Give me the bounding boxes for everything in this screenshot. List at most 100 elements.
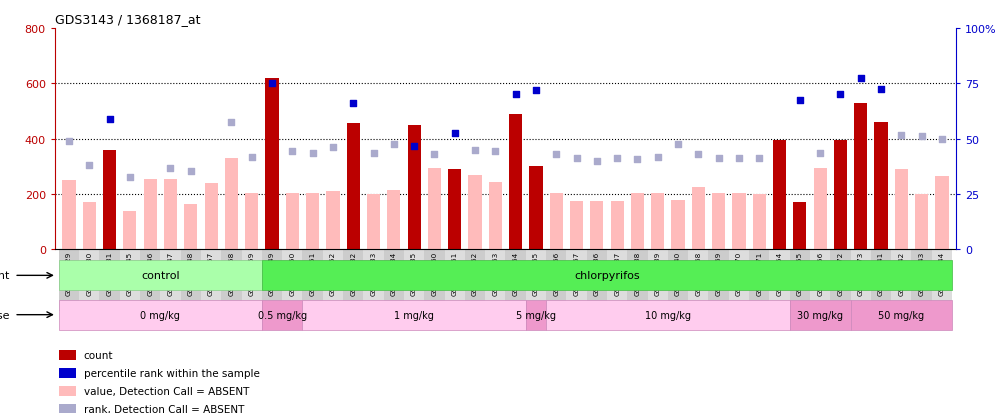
Bar xyxy=(407,126,420,250)
Point xyxy=(893,132,909,138)
Point xyxy=(467,147,483,154)
Point xyxy=(385,142,401,148)
Point xyxy=(447,131,463,137)
Bar xyxy=(935,177,948,250)
Point xyxy=(325,145,341,151)
Bar xyxy=(546,250,567,312)
Point xyxy=(629,157,645,164)
Bar xyxy=(871,250,891,312)
Bar xyxy=(773,141,786,250)
Bar xyxy=(591,202,604,250)
Point xyxy=(406,143,422,150)
Text: 50 mg/kg: 50 mg/kg xyxy=(878,310,924,320)
Bar xyxy=(894,170,908,250)
Point xyxy=(853,75,869,82)
Point xyxy=(508,92,524,98)
Bar xyxy=(63,181,76,250)
Bar xyxy=(932,250,952,312)
Bar xyxy=(100,250,120,312)
Bar xyxy=(489,182,502,250)
Bar xyxy=(790,300,851,330)
Bar xyxy=(810,250,831,312)
Point xyxy=(913,133,929,140)
Point xyxy=(102,117,118,123)
Bar xyxy=(546,300,790,330)
Bar xyxy=(160,250,180,312)
Bar xyxy=(404,250,424,312)
Point xyxy=(264,81,280,88)
Bar xyxy=(282,250,303,312)
Text: rank, Detection Call = ABSENT: rank, Detection Call = ABSENT xyxy=(84,404,244,413)
Bar xyxy=(627,250,647,312)
Point xyxy=(649,154,665,161)
Bar xyxy=(465,250,485,312)
Bar xyxy=(814,169,827,250)
Bar xyxy=(364,250,383,312)
Bar xyxy=(793,203,807,250)
Text: dose: dose xyxy=(0,310,10,320)
Bar xyxy=(343,250,364,312)
Bar xyxy=(855,104,868,250)
Bar xyxy=(59,261,262,291)
Point xyxy=(690,151,706,158)
Bar xyxy=(732,193,746,250)
Bar xyxy=(184,204,197,250)
Bar xyxy=(485,250,505,312)
Point xyxy=(833,92,849,98)
Bar xyxy=(851,300,952,330)
Bar xyxy=(143,179,156,250)
Bar xyxy=(245,193,258,250)
Point xyxy=(366,150,381,157)
Point xyxy=(711,155,727,162)
Bar xyxy=(550,193,563,250)
Bar xyxy=(383,250,404,312)
Bar xyxy=(570,202,583,250)
Point xyxy=(284,149,300,155)
Bar xyxy=(347,124,360,250)
Bar xyxy=(262,261,952,291)
Point xyxy=(569,155,585,162)
Bar xyxy=(567,250,587,312)
Bar xyxy=(303,250,323,312)
Text: 30 mg/kg: 30 mg/kg xyxy=(797,310,844,320)
Bar xyxy=(59,250,79,312)
Bar xyxy=(874,123,887,250)
Bar xyxy=(651,193,664,250)
Point xyxy=(589,158,605,165)
Bar xyxy=(60,368,76,378)
Bar xyxy=(60,404,76,413)
Point xyxy=(934,136,950,143)
Bar xyxy=(911,250,932,312)
Text: 0 mg/kg: 0 mg/kg xyxy=(140,310,180,320)
Bar xyxy=(729,250,749,312)
Point xyxy=(244,154,260,161)
Bar xyxy=(647,250,668,312)
Bar xyxy=(444,250,465,312)
Point xyxy=(162,165,178,172)
Text: chlorpyrifos: chlorpyrifos xyxy=(574,271,639,281)
Bar xyxy=(509,114,522,250)
Bar xyxy=(140,250,160,312)
Bar xyxy=(327,192,340,250)
Bar xyxy=(306,193,319,250)
Bar xyxy=(607,250,627,312)
Text: 1 mg/kg: 1 mg/kg xyxy=(394,310,434,320)
Bar xyxy=(265,78,279,250)
Bar xyxy=(529,167,543,250)
Bar xyxy=(180,250,201,312)
Bar xyxy=(587,250,607,312)
Bar xyxy=(790,250,810,312)
Bar xyxy=(225,159,238,250)
Bar xyxy=(201,250,221,312)
Bar xyxy=(915,195,928,250)
Bar xyxy=(262,250,282,312)
Text: percentile rank within the sample: percentile rank within the sample xyxy=(84,368,260,378)
Bar xyxy=(428,169,441,250)
Point xyxy=(183,168,199,174)
Bar xyxy=(59,300,262,330)
Bar xyxy=(769,250,790,312)
Bar xyxy=(424,250,444,312)
Point xyxy=(487,149,503,155)
Point xyxy=(751,155,767,162)
Bar xyxy=(60,386,76,396)
